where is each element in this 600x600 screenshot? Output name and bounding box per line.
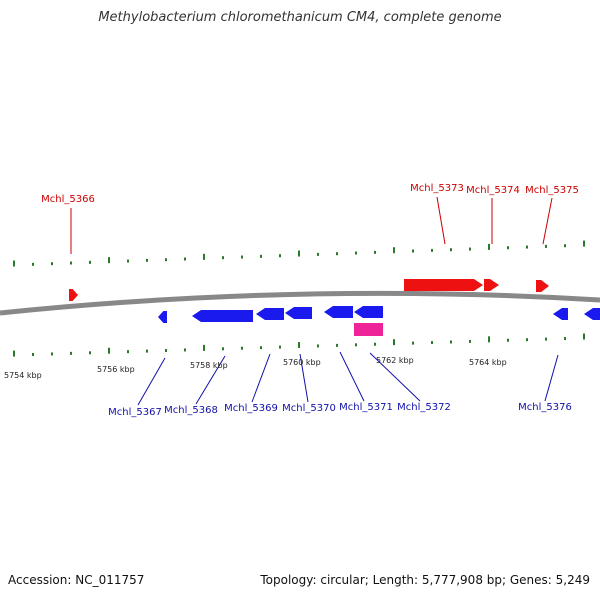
gene-label-forward: Mchl_5373 — [410, 183, 464, 194]
gene-label-reverse: Mchl_5376 — [518, 402, 572, 413]
callout-line-reverse — [137, 357, 166, 406]
gene-arrow-forward — [69, 289, 78, 301]
gene-label-forward: Mchl_5366 — [41, 194, 95, 205]
axis-tick-label: 5754 kbp — [4, 371, 42, 380]
callout-line-reverse — [544, 354, 559, 402]
gene-arrow-reverse — [285, 307, 312, 319]
callout-line-reverse — [339, 351, 365, 402]
gene-label-reverse: Mchl_5372 — [397, 402, 451, 413]
gene-label-reverse: Mchl_5371 — [339, 402, 393, 413]
gene-arrow-reverse — [553, 308, 568, 320]
gene-arrow-reverse — [158, 311, 167, 323]
gene-label-reverse: Mchl_5368 — [164, 405, 218, 416]
gene-arrow-reverse — [192, 310, 253, 322]
gene-arrow-reverse — [324, 306, 353, 318]
axis-tick-label: 5760 kbp — [283, 358, 321, 367]
callout-line-forward — [436, 196, 446, 245]
callout-line-reverse — [299, 353, 309, 403]
axis-labels: 5754 kbp 5756 kbp 5758 kbp 5760 kbp 5762 kbp… — [4, 356, 507, 380]
gene-arrow-reverse — [354, 306, 383, 318]
gene-arrow-forward — [404, 279, 483, 291]
axis-tick-label: 5758 kbp — [190, 361, 228, 370]
gene-label-forward: Mchl_5374 — [466, 185, 520, 196]
accession-text: Accession: NC_011757 — [8, 573, 145, 587]
gene-features — [69, 279, 600, 336]
gene-arrow-reverse — [256, 308, 284, 320]
callout-line-reverse — [195, 355, 226, 405]
gene-label-reverse: Mchl_5370 — [282, 403, 336, 414]
callout-line-forward — [542, 197, 553, 245]
gene-arrow-forward — [536, 280, 549, 292]
gene-arrow-reverse — [584, 308, 600, 320]
genome-backbone — [0, 290, 600, 316]
gene-label-forward: Mchl_5375 — [525, 185, 579, 196]
axis-tick-label: 5764 kbp — [469, 358, 507, 367]
genome-title: Methylobacterium chloromethanicum CM4, c… — [98, 10, 502, 25]
gene-label-reverse: Mchl_5367 — [108, 407, 162, 418]
genome-info-text: Topology: circular; Length: 5,777,908 bp… — [260, 573, 590, 587]
gene-arrow-forward — [484, 279, 499, 291]
axis-tick-label: 5756 kbp — [97, 365, 135, 374]
callout-line-reverse — [251, 353, 271, 403]
minor-ticks-upper — [13, 240, 585, 267]
axis-tick-label: 5762 kbp — [376, 356, 414, 365]
minor-ticks-lower — [13, 333, 585, 357]
callout-line-reverse — [369, 352, 421, 402]
gene-callouts: Mchl_5366 Mchl_5373 Mchl_5374 Mchl_5375 Mchl… — [41, 183, 579, 418]
gene-label-reverse: Mchl_5369 — [224, 403, 278, 414]
rna-feature — [354, 323, 383, 336]
